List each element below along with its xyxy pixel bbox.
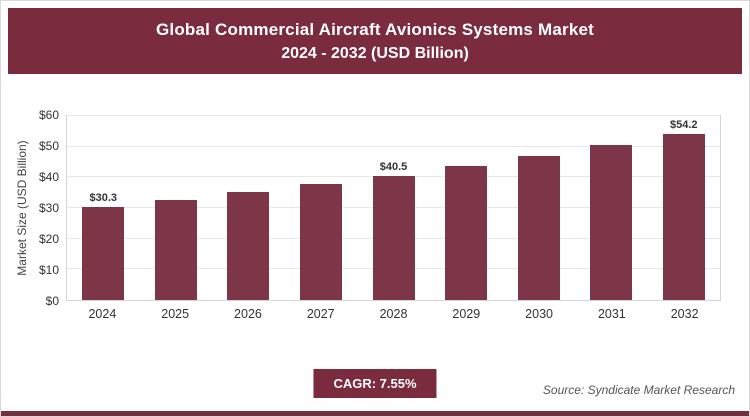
x-tick-label: 2032	[670, 307, 699, 321]
bar-2029	[445, 166, 488, 300]
x-tick-label: 2029	[452, 307, 481, 321]
y-tick-label: $20	[38, 232, 59, 246]
bar-slot: $54.2	[648, 116, 721, 300]
bar-slot	[575, 116, 648, 300]
gridline	[67, 115, 720, 116]
gridline	[67, 145, 720, 147]
bar-2030	[517, 156, 560, 300]
bar-2026	[227, 192, 270, 300]
bar-2027	[299, 184, 342, 300]
bar-slot: $30.3	[67, 116, 140, 300]
source-attribution: Source: Syndicate Market Research	[542, 383, 735, 397]
bar-slot	[430, 116, 503, 300]
x-axis-tick-labels: 2024 2025 2026 2027 2028 2029 2030 2031 2032	[66, 307, 721, 321]
bar-2024	[82, 207, 125, 300]
bars-container: $30.3 $40.5 $54.2	[67, 116, 720, 300]
bar-value-label: $30.3	[89, 192, 118, 205]
y-tick-label: $50	[38, 139, 59, 153]
bar-2028	[372, 175, 415, 300]
y-tick-label: $10	[38, 263, 59, 277]
bar-value-label: $54.2	[670, 118, 698, 131]
x-tick-label: 2028	[379, 307, 408, 321]
y-tick-label: $30	[38, 201, 59, 215]
bar-2031	[590, 145, 633, 300]
bar-2032	[662, 133, 705, 300]
x-tick-label: 2024	[88, 307, 117, 321]
x-tick-label: 2026	[234, 307, 262, 321]
bar-slot	[140, 116, 213, 300]
plot-area: $30.3 $40.5 $54.2	[66, 115, 721, 301]
bar-slot	[285, 116, 358, 300]
y-tick-label: $0	[45, 294, 59, 308]
bar-value-label: $40.5	[379, 160, 408, 173]
y-tick-label: $40	[38, 170, 59, 184]
bar-slot	[212, 116, 285, 300]
chart-title-banner: Global Commercial Aircraft Avionics Syst…	[8, 8, 742, 74]
x-tick-label: 2031	[597, 307, 626, 321]
x-tick-label: 2030	[525, 307, 553, 321]
bar-slot: $40.5	[357, 116, 430, 300]
chart-title-line2: 2024 - 2032 (USD Billion)	[281, 44, 469, 62]
bar-slot	[502, 116, 575, 300]
bottom-accent-strip	[1, 411, 749, 416]
bar-2025	[154, 200, 197, 300]
x-tick-label: 2025	[161, 307, 190, 321]
cagr-badge: CAGR: 7.55%	[313, 369, 437, 398]
y-axis-tick-labels: $0 $10 $20 $30 $40 $50 $60	[23, 108, 63, 308]
x-tick-label: 2027	[306, 307, 335, 321]
y-tick-label: $60	[38, 108, 59, 122]
chart-title-line1: Global Commercial Aircraft Avionics Syst…	[156, 19, 594, 39]
